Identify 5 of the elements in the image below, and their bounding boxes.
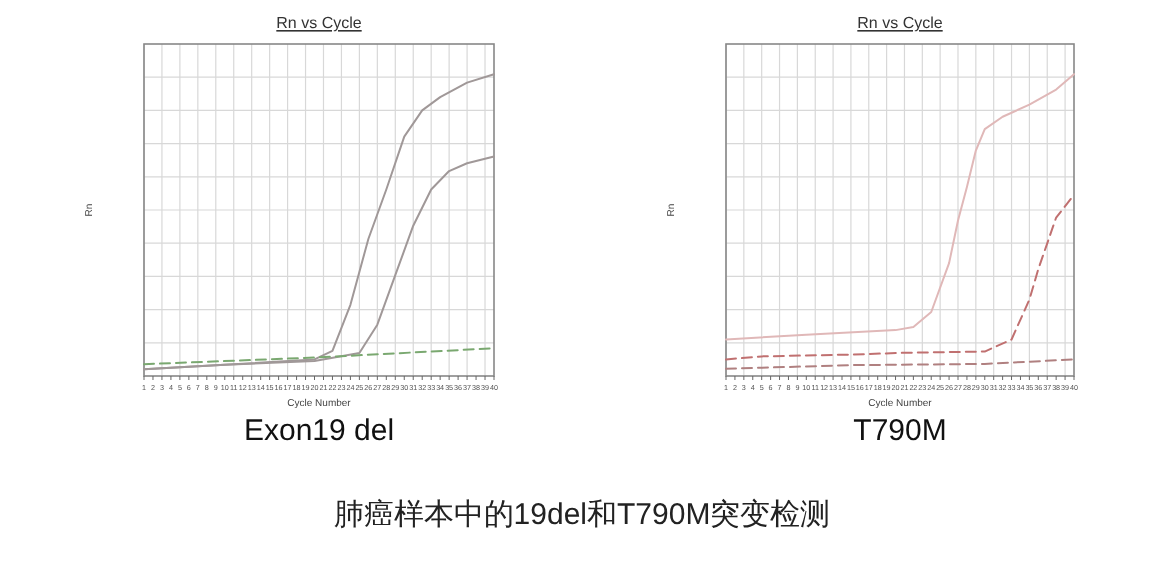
chart-title: Rn vs Cycle xyxy=(276,14,363,32)
text: T790M xyxy=(853,414,947,448)
text: Exon19 del xyxy=(243,414,395,448)
text: 肺癌样本中的19del和T790M突变检测 xyxy=(333,498,831,532)
chart-title: Rn vs Cycle xyxy=(857,14,944,32)
